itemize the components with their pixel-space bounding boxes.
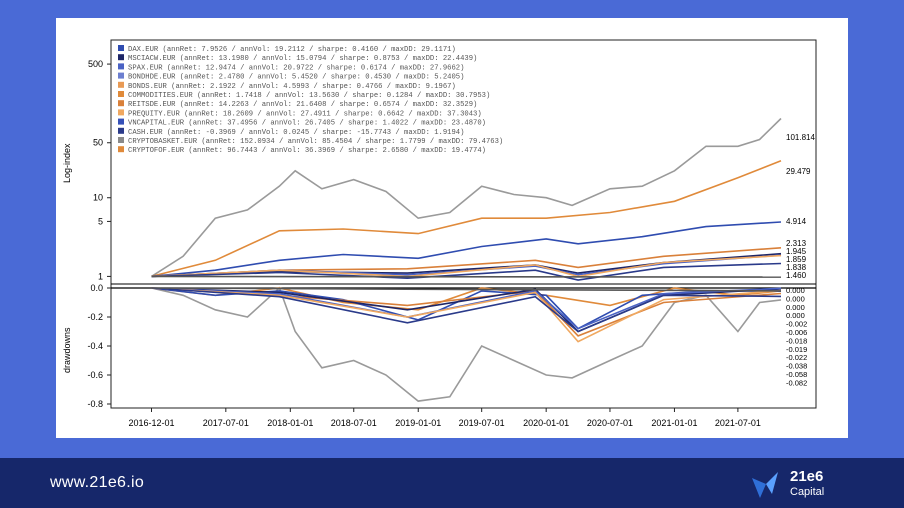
lower-end-label: -0.018 [786,336,807,345]
upper-end-label: 1.460 [786,271,807,280]
plot-frame [110,39,817,409]
upper-end-label: 4.914 [786,217,807,226]
legend-entry: REITSDE.EUR (annRet: 14.2263 / annVol: 2… [128,101,477,109]
upper-ytick-label: 1 [98,271,103,281]
series-line-PREQUITY.EUR [151,254,782,278]
x-tick-label: 2018-01-01 [267,418,313,428]
legend-entry: VNCAPITAL.EUR (annRet: 37.4956 / annVol:… [128,120,486,128]
legend-entry: COMMODITIES.EUR (annRet: 1.7418 / annVol… [128,92,490,100]
legend-entry: CRYPTOBASKET.EUR (annRet: 152.0934 / ann… [128,138,503,146]
legend-swatch [118,118,124,125]
legend-entry: BONDHDE.EUR (annRet: 2.4780 / annVol: 5.… [128,74,464,82]
legend-swatch [118,54,124,61]
footer-band [0,458,904,508]
lower-end-label: -0.002 [786,320,807,329]
upper-end-label: 1.945 [786,247,807,256]
x-tick-label: 2021-07-01 [715,418,761,428]
chart-card: Log-index drawdowns 1 5 10 50 500 0.0 -0.2 -0.… [56,18,848,438]
upper-end-label: 1.838 [786,263,807,272]
upper-ylabel: Log-index [62,143,72,183]
brand-logo: 21e6 Capital [750,466,850,504]
lower-end-label: -0.058 [786,370,807,379]
legend-swatch [118,109,124,116]
brand-mark-icon [752,472,778,498]
upper-ytick-label: 50 [93,138,103,148]
performance-chart: Log-index drawdowns 1 5 10 50 500 0.0 -0.2 -0.… [62,39,817,428]
lower-end-label: 0.000 [786,286,805,295]
upper-end-label: 1.859 [786,255,807,264]
lower-end-label: 0.000 [786,303,805,312]
lower-end-label: -0.038 [786,362,807,371]
drawdown-line-PREQUITY.EUR [151,287,782,343]
drawdown-line-CASH.EUR [151,287,782,292]
drawdown-line-SPAX.EUR [151,287,782,330]
legend-swatch [118,45,124,51]
upper-ytick-label: 500 [88,59,103,69]
x-tick-label: 2019-01-01 [395,418,441,428]
brand-sub: Capital [790,486,825,498]
legend-swatch [118,100,124,107]
lower-ytick-label: 0.0 [90,283,103,293]
legend-swatch [118,81,124,88]
upper-ytick-label: 5 [98,216,103,226]
brand-name: 21e6 [790,468,824,485]
upper-end-label: 2.313 [786,239,807,248]
legend-swatch [118,127,124,134]
upper-ytick-label: 10 [93,193,103,203]
upper-end-label: 29.479 [786,167,811,176]
legend-entry: DAX.EUR (annRet: 7.9526 / annVol: 19.211… [128,46,456,54]
legend-swatch [118,137,124,143]
legend-entry: PREQUITY.EUR (annRet: 18.2609 / annVol: … [128,110,482,118]
lower-end-label: -0.022 [786,353,807,362]
legend-swatch [118,72,124,79]
drawdown-line-DAX.EUR [151,287,782,333]
legend-swatch [118,63,124,70]
series-line-CRYPTOFOF.EUR [151,160,782,278]
legend-entry: CASH.EUR (annRet: -0.3969 / annVol: 0.02… [128,129,464,137]
lower-end-label: -0.019 [786,345,807,354]
legend-entry: CRYPTOFOF.EUR (annRet: 96.7443 / annVol:… [128,147,486,155]
x-tick-label: 2020-07-01 [587,418,633,428]
x-tick-label: 2017-07-01 [203,418,249,428]
legend-entry: BONDS.EUR (annRet: 2.1922 / annVol: 4.59… [128,83,456,91]
legend-swatch [118,146,124,153]
lower-ytick-label: -0.6 [87,370,103,380]
upper-end-label: 101.814 [786,133,815,142]
x-tick-label: 2018-07-01 [331,418,377,428]
footer-url[interactable]: www.21e6.io [50,474,145,491]
lower-end-label: -0.082 [786,378,807,387]
lower-ytick-label: -0.8 [87,399,103,409]
lower-end-label: -0.006 [786,328,807,337]
lower-end-label: 0.000 [786,294,805,303]
drawdown-line-CRYPTOBASKET.EUR [151,286,782,402]
lower-end-label: 0.000 [786,311,805,320]
series-line-VNCAPITAL.EUR [151,221,782,278]
legend-entry: MSCIACW.EUR (annRet: 13.1980 / annVol: 1… [128,55,477,63]
lower-ylabel: drawdowns [62,327,72,373]
series-line-CASH.EUR [151,275,782,278]
legend-entry: SPAX.EUR (annRet: 12.9474 / annVol: 20.9… [128,64,464,72]
x-tick-label: 2021-01-01 [651,418,697,428]
x-tick-label: 2019-07-01 [459,418,505,428]
x-tick-label: 2016-12-01 [128,418,174,428]
lower-ytick-label: -0.4 [87,341,103,351]
series-line-CRYPTOBASKET.EUR [151,117,782,278]
legend-swatch [118,91,124,97]
series-line-DAX.EUR [151,262,782,281]
lower-ytick-label: -0.2 [87,312,103,322]
x-tick-label: 2020-01-01 [523,418,569,428]
